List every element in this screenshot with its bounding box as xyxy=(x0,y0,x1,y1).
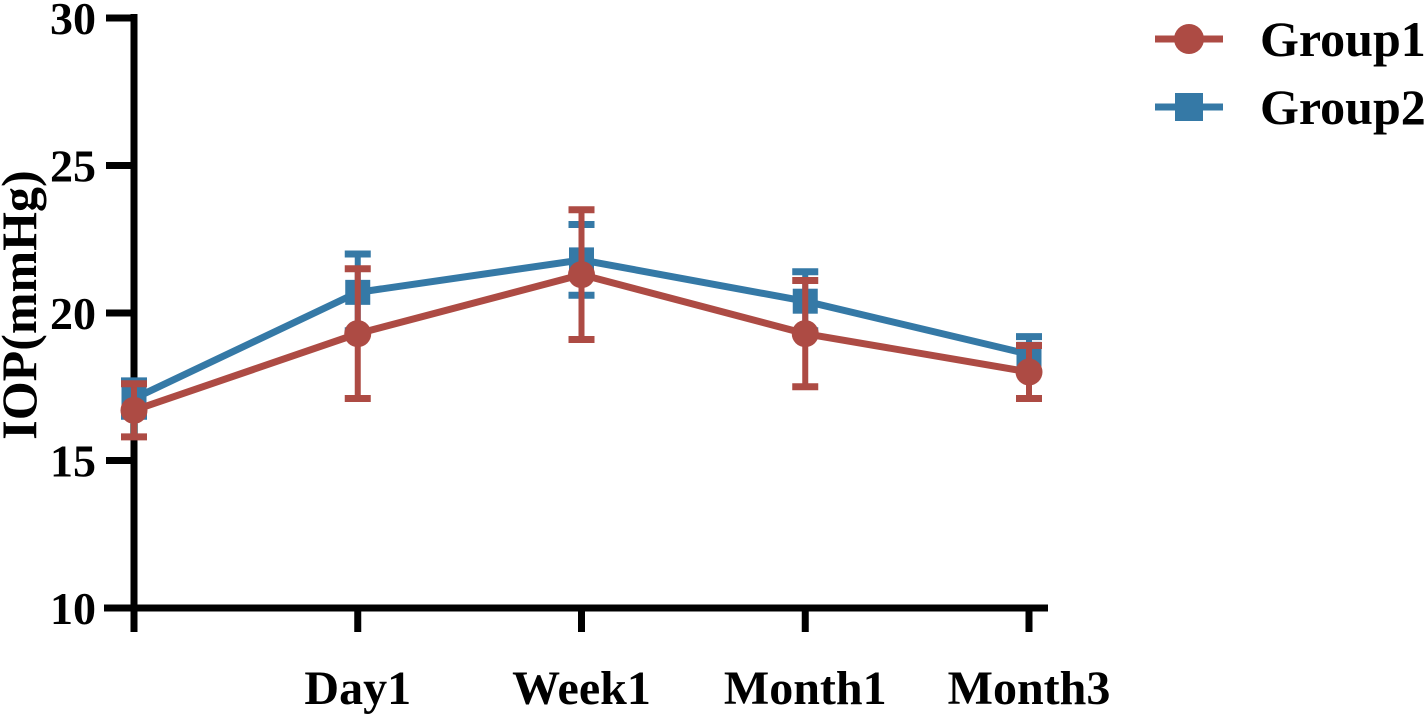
chart-legend: Group1 Group2 xyxy=(1152,8,1425,138)
data-point-circle xyxy=(568,261,595,289)
legend-key-circle xyxy=(1174,24,1204,54)
x-tick-label: Month1 xyxy=(724,662,887,715)
series-group1 xyxy=(120,206,1043,441)
group2-square-marker-icon xyxy=(1155,93,1223,121)
y-tick-label: 30 xyxy=(50,0,96,44)
data-point-circle xyxy=(120,396,148,424)
x-tick-label: Month3 xyxy=(948,662,1111,715)
y-axis-title: IOP(mmHg) xyxy=(0,170,47,439)
y-tick-label: 10 xyxy=(50,583,96,634)
x-tick-label: Day1 xyxy=(304,662,411,715)
y-tick-label: 20 xyxy=(50,288,96,339)
axes xyxy=(104,14,1048,632)
data-point-circle xyxy=(1015,358,1043,386)
legend-item-group2: Group2 xyxy=(1152,76,1425,138)
x-ticks: Day1 Week1 Month1 Month3 xyxy=(304,608,1110,715)
legend-key-square xyxy=(1175,93,1203,121)
group1-circle-marker-icon xyxy=(1155,24,1223,54)
x-tick-label: Week1 xyxy=(512,662,651,715)
legend-label-group2: Group2 xyxy=(1260,79,1425,135)
legend-item-group1: Group1 xyxy=(1152,8,1425,70)
y-ticks: 10 15 20 25 30 xyxy=(50,0,134,634)
y-tick-label: 25 xyxy=(50,141,96,192)
y-tick-label: 15 xyxy=(50,436,96,487)
data-point-circle xyxy=(791,320,819,348)
legend-label-group1: Group1 xyxy=(1260,11,1425,67)
data-point-circle xyxy=(344,320,372,348)
